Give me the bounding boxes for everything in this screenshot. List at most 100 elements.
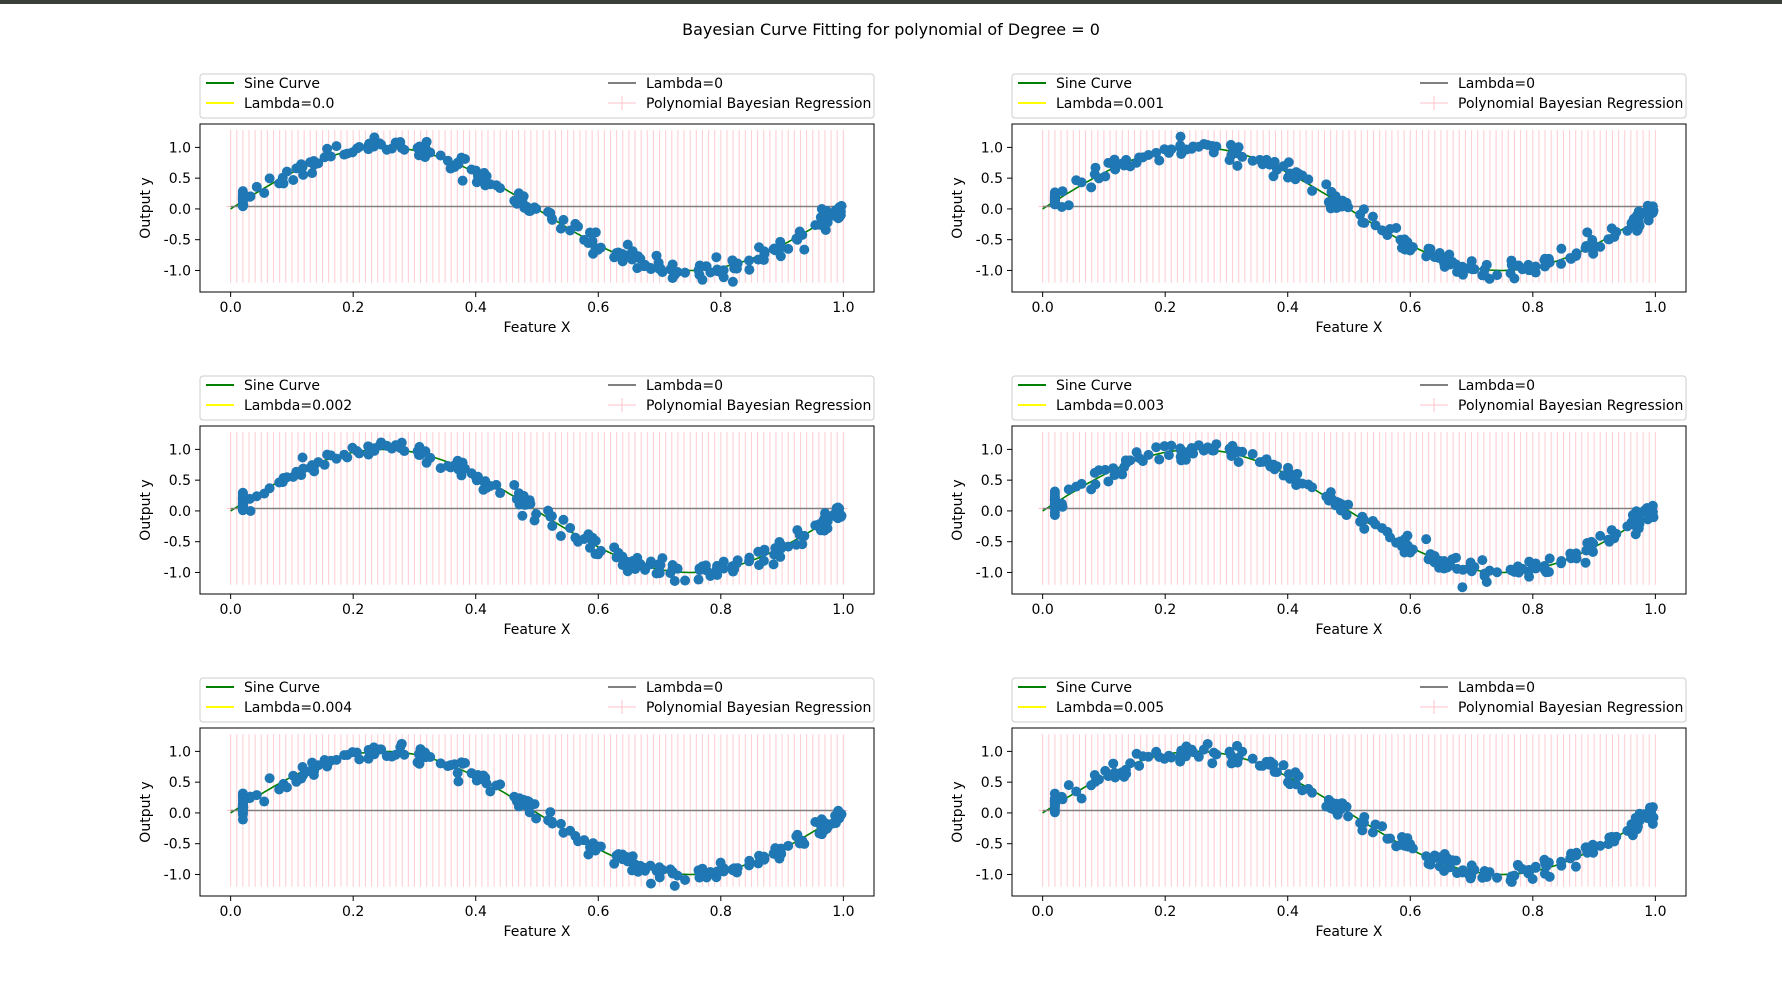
y-tick-label: 0.5 <box>981 171 1003 187</box>
sample-point <box>259 488 270 499</box>
sample-point <box>414 758 425 769</box>
sample-point <box>783 840 794 851</box>
sample-point <box>816 216 827 227</box>
sample-point <box>381 751 392 762</box>
sample-point <box>1125 758 1136 769</box>
sample-point <box>435 150 446 161</box>
sample-point <box>1071 481 1082 492</box>
sample-point <box>639 562 650 573</box>
sample-point <box>1265 159 1276 170</box>
sample-point <box>1154 454 1165 465</box>
sample-point <box>237 806 248 817</box>
sample-point <box>309 765 320 776</box>
sample-point <box>744 556 755 567</box>
sample-point <box>1556 243 1567 254</box>
sample-point <box>1093 465 1104 476</box>
sample-point <box>1465 557 1476 568</box>
sample-point <box>645 556 656 567</box>
sample-point <box>821 205 832 216</box>
sample-point <box>523 499 534 510</box>
sample-point <box>291 163 302 174</box>
x-tick-label: 0.6 <box>587 602 609 618</box>
sample-point <box>1321 801 1332 812</box>
sample-point <box>1049 796 1060 807</box>
sample-point <box>1297 785 1308 796</box>
y-tick-label: 0.5 <box>981 775 1003 791</box>
legend-box <box>199 73 875 119</box>
sample-point <box>1108 758 1119 769</box>
sample-point <box>1517 563 1528 574</box>
subplot-5: 0.0 0.2 0.4 0.6 0.8 1.0 1.0 0.5 0.0 -0.5 -1.0 Featu… <box>138 677 875 940</box>
sample-point <box>627 561 638 572</box>
sample-point <box>694 565 705 576</box>
sample-point <box>1477 555 1488 566</box>
y-tick-label: 0.5 <box>169 775 191 791</box>
sample-point <box>583 238 594 249</box>
sample-point <box>555 223 566 234</box>
sample-point <box>1278 760 1289 771</box>
x-tick-label: 0.0 <box>1032 602 1054 618</box>
y-tick-label: 1.0 <box>981 744 1003 760</box>
sample-point <box>573 221 584 232</box>
sample-point <box>414 441 425 452</box>
sample-point <box>1307 185 1318 196</box>
sample-point <box>325 151 336 162</box>
sample-point <box>1198 744 1209 755</box>
legend-label: Lambda=0 <box>1458 378 1535 394</box>
x-tick-label: 0.4 <box>465 300 487 316</box>
sample-point <box>237 814 248 825</box>
x-tick-label: 1.0 <box>1644 602 1666 618</box>
sample-point <box>1343 811 1354 822</box>
sample-point <box>1466 256 1477 267</box>
y-tick-label: 1.0 <box>169 140 191 156</box>
sample-point <box>1093 173 1104 184</box>
sample-point <box>445 462 456 473</box>
sample-point <box>1603 234 1614 245</box>
sample-point <box>435 463 446 474</box>
sample-point <box>1269 766 1280 777</box>
sample-point <box>517 510 528 521</box>
sample-point <box>452 455 463 466</box>
sample-point <box>1329 496 1340 507</box>
y-tick-label: -1.0 <box>164 263 191 279</box>
sample-point <box>1402 530 1413 541</box>
sample-point <box>325 755 336 766</box>
sample-point <box>1321 179 1332 190</box>
sample-point <box>466 768 477 779</box>
sample-point <box>744 264 755 275</box>
x-tick-label: 0.4 <box>465 602 487 618</box>
sample-point <box>590 227 601 238</box>
sample-point <box>1370 220 1381 231</box>
sample-point <box>799 530 810 541</box>
sample-point <box>729 263 740 274</box>
legend-label: Polynomial Bayesian Regression <box>1458 398 1683 414</box>
sample-point <box>1175 131 1186 142</box>
sample-point <box>1541 861 1552 872</box>
sample-point <box>654 568 665 579</box>
sample-point <box>1119 160 1130 171</box>
sample-point <box>307 460 318 471</box>
sample-point <box>590 535 601 546</box>
sample-point <box>291 776 302 787</box>
sample-point <box>1086 484 1097 495</box>
sample-point <box>821 823 832 834</box>
sample-point <box>1137 152 1148 163</box>
sample-point <box>237 498 248 509</box>
sample-point <box>1466 566 1477 577</box>
axes-frame <box>1011 123 1687 293</box>
sample-point <box>669 576 680 587</box>
sample-point <box>1544 553 1555 564</box>
sample-point <box>1451 552 1462 563</box>
sample-point <box>705 571 716 582</box>
x-tick-label: 0.8 <box>1522 904 1544 920</box>
sample-point <box>274 784 285 795</box>
legend-label: Lambda=0.002 <box>244 398 352 414</box>
sample-point <box>1151 442 1162 453</box>
y-tick-label: -0.5 <box>164 535 191 551</box>
y-axis-label: Output y <box>950 177 966 238</box>
sample-point <box>1176 745 1187 756</box>
sample-point <box>1257 159 1268 170</box>
y-tick-label: -0.5 <box>164 233 191 249</box>
sample-point <box>1588 538 1599 549</box>
axes-frame <box>199 727 875 897</box>
